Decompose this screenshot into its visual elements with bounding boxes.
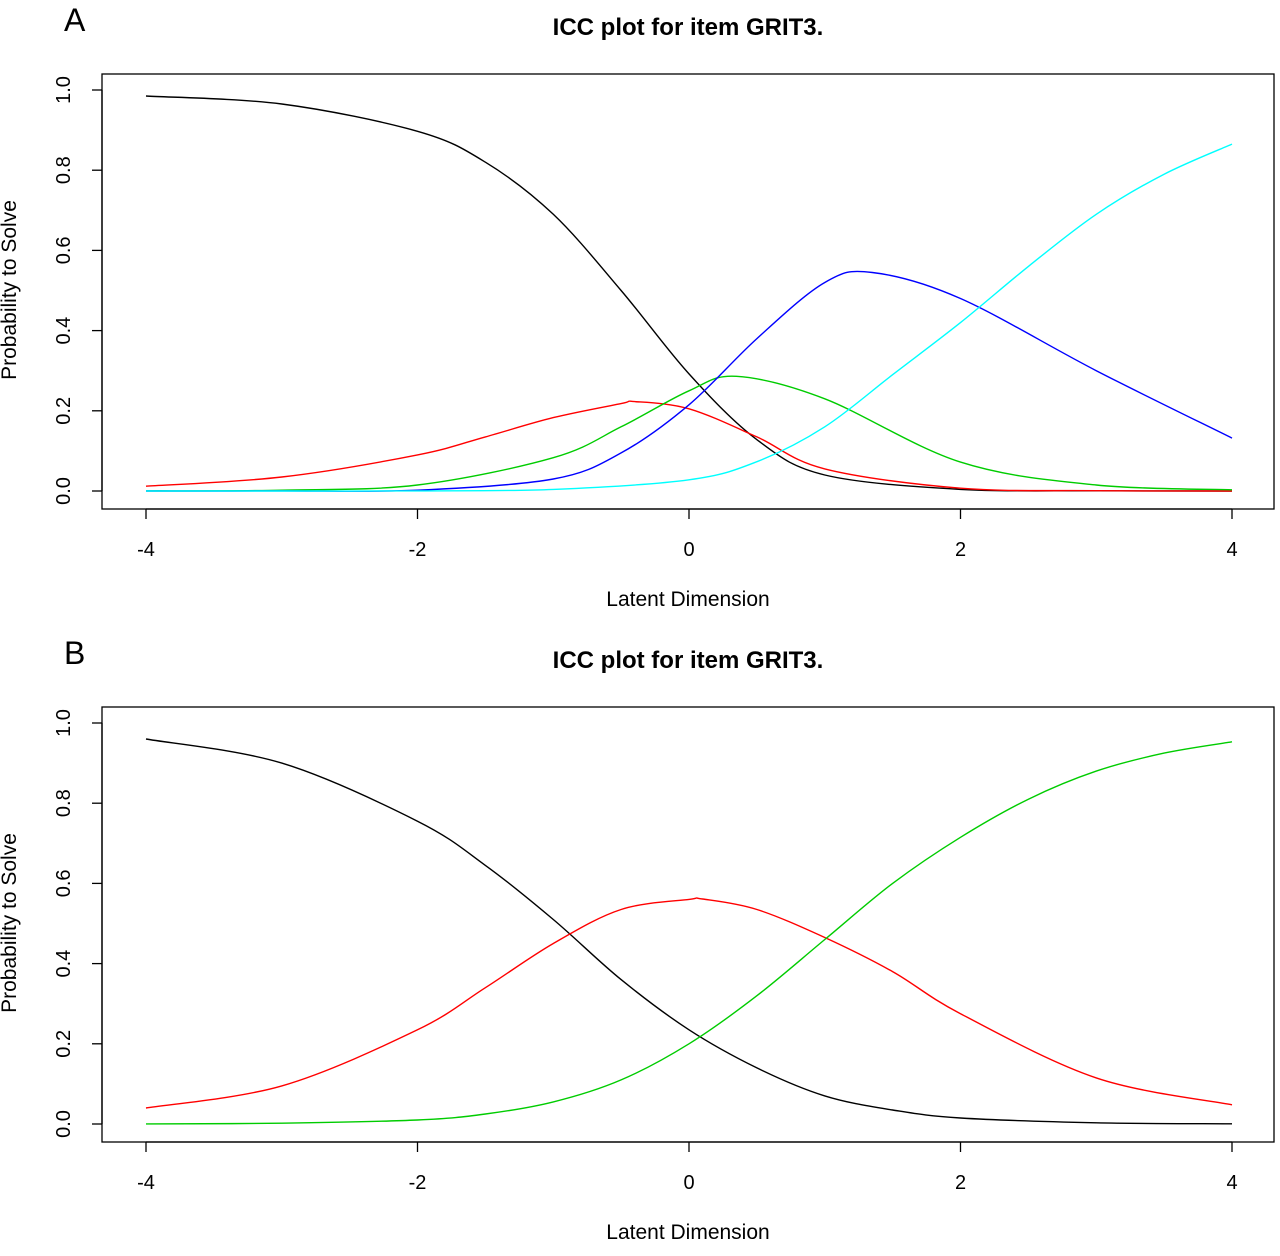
x-tick-label-b: -4 [137,1172,155,1194]
chart-panel-a: -4 -2 0 2 4 0.0 0.2 0.4 0.6 0.8 1.0 A ICC plot for… [0,0,1280,623]
x-tick-label-a: 4 [1226,539,1237,561]
y-axis-label-b: Probability to Solve [0,833,21,1013]
x-tick-label-b: 0 [683,1172,694,1194]
y-tick-label-b: 1.0 [53,709,75,737]
series-line-a-3 [145,270,1233,492]
panel-label-b: B [64,635,86,671]
x-tick-label-a: 2 [955,539,966,561]
chart-panel-b: -4 -2 0 2 4 0.0 0.2 0.4 0.6 0.8 1.0 B ICC plot for… [0,633,1280,1256]
x-axis-label-b: Latent Dimension [606,1221,770,1244]
y-tick-label-a: 0.4 [53,317,75,345]
y-tick-label-a: 0.2 [53,397,75,425]
panel-label-a: A [64,2,86,38]
series-line-b-1 [145,897,1233,1109]
y-tick-label-a: 0.8 [53,156,75,184]
chart-title-a: ICC plot for item GRIT3. [552,14,824,41]
plot-area-b: -4 -2 0 2 4 0.0 0.2 0.4 0.6 0.8 1.0 [53,706,1275,1194]
y-tick-label-b: 0.6 [53,869,75,897]
y-axis-label-a: Probability to Solve [0,200,21,380]
x-tick-label-b: 2 [955,1172,966,1194]
y-tick-label-b: 0.0 [53,1110,75,1138]
plot-area-a: -4 -2 0 2 4 0.0 0.2 0.4 0.6 0.8 1.0 [53,73,1275,561]
y-tick-label-a: 1.0 [53,76,75,104]
x-axis-label-a: Latent Dimension [606,588,770,611]
series-line-b-2 [145,741,1233,1125]
x-tick-label-a: -4 [137,539,155,561]
plot-frame-a [101,73,1275,510]
series-line-b-0 [145,738,1233,1125]
y-tick-label-b: 0.4 [53,950,75,978]
series-line-a-1 [145,400,1233,492]
series-line-a-4 [145,143,1233,492]
x-tick-label-a: -2 [409,539,427,561]
series-line-a-0 [145,95,1233,492]
y-tick-label-b: 0.8 [53,789,75,817]
y-tick-label-b: 0.2 [53,1030,75,1058]
x-tick-label-a: 0 [683,539,694,561]
x-tick-label-b: -2 [409,1172,427,1194]
y-tick-label-a: 0.6 [53,236,75,264]
series-line-a-2 [145,375,1233,492]
chart-title-b: ICC plot for item GRIT3. [552,647,824,674]
plot-frame-b [101,706,1275,1143]
x-tick-label-b: 4 [1226,1172,1237,1194]
y-tick-label-a: 0.0 [53,477,75,505]
